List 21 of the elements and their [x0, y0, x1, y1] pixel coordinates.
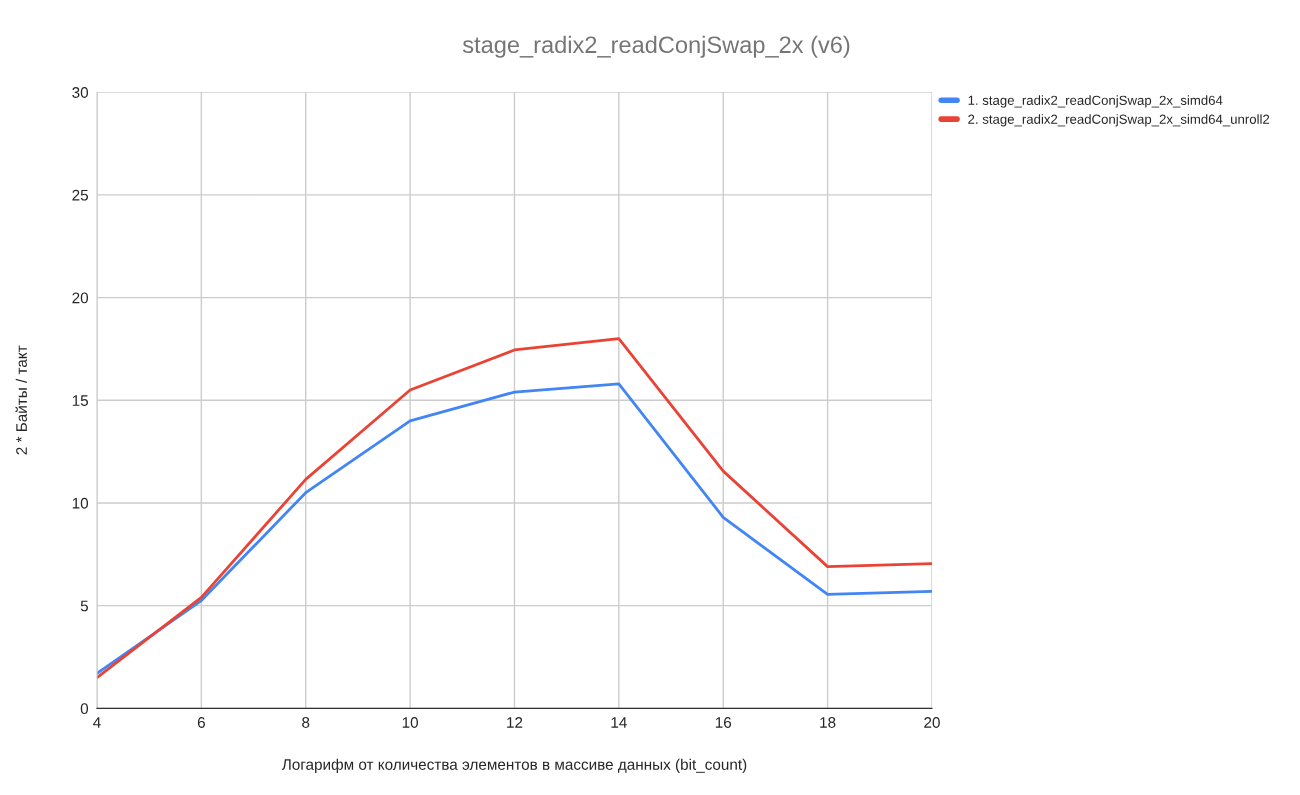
x-tick-label: 4: [93, 717, 101, 728]
x-tick-label: 10: [402, 717, 418, 728]
x-tick-label: 8: [302, 717, 310, 728]
y-tick-label: 10: [72, 497, 89, 509]
y-tick-label: 20: [72, 292, 89, 304]
x-axis-title: Логарифм от количества элементов в массиве данных (bit_count): [281, 758, 747, 773]
x-tick-label: 14: [611, 717, 627, 728]
y-axis-title: 2 * Байты / такт: [15, 345, 27, 455]
y-tick-label: 30: [72, 87, 89, 98]
legend-label: 2. stage_radix2_readConjSwap_2x_simd64_unroll2: [968, 114, 1270, 127]
y-tick-label: 25: [72, 189, 89, 201]
x-tick-label: 20: [924, 717, 940, 728]
chart-title: stage_radix2_readConjSwap_2x (v6): [462, 35, 850, 58]
y-tick-label: 15: [72, 395, 89, 406]
x-tick-label: 12: [507, 717, 523, 728]
y-tick-label: 0: [80, 703, 89, 715]
x-tick-label: 18: [820, 717, 836, 728]
y-tick-label: 5: [80, 600, 89, 612]
x-tick-label: 6: [197, 717, 205, 728]
legend-label: 1. stage_radix2_readConjSwap_2x_simd64: [968, 95, 1223, 108]
x-tick-label: 16: [715, 717, 732, 728]
